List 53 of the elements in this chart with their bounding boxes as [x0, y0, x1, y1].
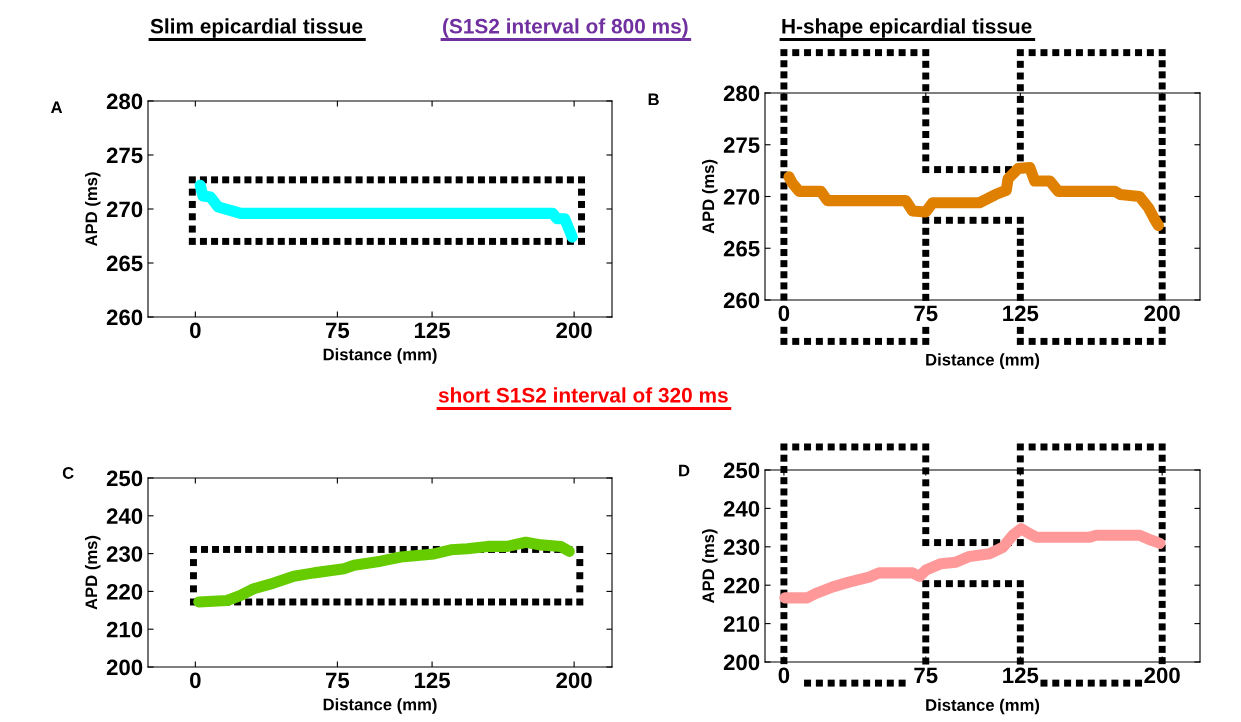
chart-title: D — [679, 464, 690, 477]
y-tick-label: 280 — [723, 85, 760, 102]
y-tick-label: 265 — [106, 255, 143, 272]
x-tick-label: 75 — [914, 305, 938, 322]
y-tick-label: 230 — [106, 546, 143, 562]
text: H-shape epicardial tissue — [782, 18, 1032, 38]
y-tick-label: 260 — [106, 309, 143, 326]
x-tick-label: 125 — [414, 322, 450, 339]
x-tick-label: 75 — [914, 667, 938, 684]
x-tick-label: 75 — [325, 322, 350, 339]
y-tick-label: 200 — [723, 654, 760, 671]
y-tick-label: 240 — [723, 500, 760, 517]
chart-title: C — [62, 467, 74, 479]
text: short S1S2 interval of 320 ms — [438, 387, 728, 403]
y-tick-label: 275 — [106, 147, 143, 164]
y-tick-label: 275 — [723, 137, 760, 154]
x-tick-label: 0 — [778, 305, 790, 322]
y-tick-label: 270 — [106, 201, 143, 218]
y-tick-label: 210 — [723, 616, 760, 632]
x-tick-label: 125 — [1003, 667, 1039, 684]
text: Slim epicardial tissue — [150, 18, 363, 38]
x-tick-label: 125 — [414, 672, 450, 689]
y-tick-label: 260 — [723, 292, 760, 309]
y-tick-label: 280 — [106, 93, 143, 110]
x-axis-title: Distance (mm) — [323, 698, 437, 714]
y-tick-label: 250 — [723, 462, 760, 479]
y-axis-title: APD (ms) — [701, 529, 718, 604]
x-tick-label: 200 — [556, 672, 592, 689]
chart-title: B — [648, 93, 659, 106]
y-tick-label: 220 — [723, 577, 760, 594]
y-tick-label: 220 — [106, 583, 143, 600]
x-tick-label: 0 — [190, 322, 201, 339]
text: (S1S2 interval of 800 ms) — [443, 18, 688, 38]
y-tick-label: 265 — [723, 240, 760, 257]
x-axis-title: Distance (mm) — [323, 348, 437, 364]
y-tick-label: 270 — [723, 189, 760, 205]
x-tick-label: 0 — [190, 672, 201, 689]
chart-title: A — [50, 101, 63, 114]
x-axis-title: Distance (mm) — [926, 353, 1040, 369]
x-tick-label: 200 — [556, 322, 592, 339]
y-tick-label: 230 — [723, 539, 760, 556]
x-tick-label: 200 — [1144, 305, 1180, 322]
x-tick-label: 75 — [325, 672, 350, 689]
y-tick-label: 240 — [106, 508, 143, 525]
y-tick-label: 250 — [106, 470, 143, 487]
y-axis-title: APD (ms) — [701, 159, 718, 234]
y-axis-title: APD (ms) — [84, 535, 101, 610]
y-tick-label: 210 — [106, 621, 143, 638]
x-axis-title: Distance (mm) — [926, 698, 1040, 715]
x-tick-label: 0 — [778, 667, 790, 684]
x-tick-label: 125 — [1003, 305, 1039, 322]
y-axis-title: APD (ms) — [84, 172, 101, 247]
x-tick-label: 200 — [1144, 667, 1180, 684]
